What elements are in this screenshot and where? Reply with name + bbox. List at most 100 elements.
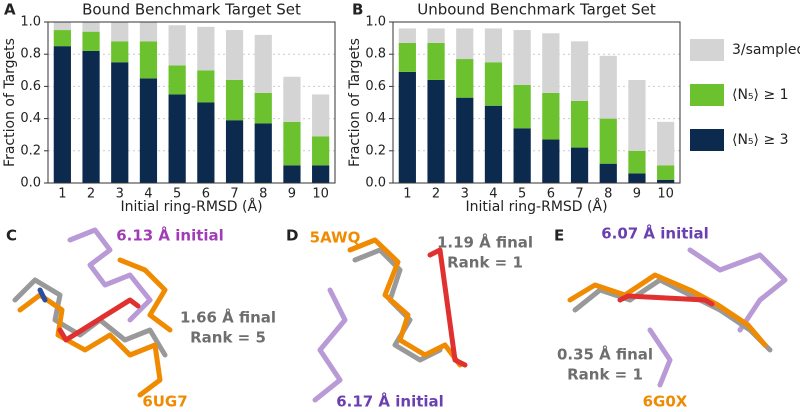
y-axis-label: Fraction of Targets <box>347 38 363 167</box>
bar-segment <box>283 165 301 183</box>
x-tick-label: 4 <box>144 187 152 202</box>
panel-label: A <box>4 1 16 19</box>
y-tick-label: 0.4 <box>20 111 41 126</box>
bar-segment <box>312 136 330 166</box>
x-tick-label: 8 <box>259 187 267 202</box>
y-tick-label: 0.8 <box>20 47 41 62</box>
y-tick-label: 1.0 <box>365 15 386 30</box>
bar-segment <box>628 150 646 174</box>
annotation: 1.19 Å final <box>437 233 533 252</box>
bar-segment <box>312 165 330 183</box>
x-tick-label: 3 <box>461 187 469 202</box>
bar-segment <box>254 92 272 124</box>
x-tick-label: 2 <box>87 187 95 202</box>
x-tick-label: 7 <box>230 187 238 202</box>
x-tick-label: 9 <box>288 187 296 202</box>
bar-segment <box>628 173 646 183</box>
bar-segment <box>570 100 589 148</box>
bar-segment <box>254 34 272 93</box>
legend-label: ⟨N₅⟩ ≥ 3 <box>732 132 789 148</box>
bar-segment <box>427 28 445 43</box>
bar-segment <box>168 65 186 95</box>
bar-segment <box>657 121 675 166</box>
x-tick-label: 3 <box>116 187 124 202</box>
bar-segment <box>456 97 474 183</box>
bar-segment <box>53 46 71 184</box>
x-tick-label: 2 <box>432 187 440 202</box>
bar-segment <box>484 28 503 63</box>
bar-segment <box>657 179 675 183</box>
bar-segment <box>283 121 301 166</box>
bar-segment <box>82 50 100 184</box>
bar-segment <box>139 78 158 183</box>
bar-segment <box>82 31 100 51</box>
y-axis-label: Fraction of Targets <box>2 38 18 167</box>
y-tick-label: 0.6 <box>365 79 386 94</box>
bar-segment <box>225 120 244 183</box>
bar-segment <box>139 22 158 42</box>
bar-segment <box>398 28 416 43</box>
legend-label: ⟨N₅⟩ ≥ 1 <box>732 87 789 103</box>
legend-label: 3/sampled <box>732 42 800 58</box>
bar-segment <box>168 94 186 183</box>
annotation: Rank = 1 <box>447 254 523 272</box>
bar-segment <box>542 92 560 140</box>
bar-segment <box>657 165 675 180</box>
x-tick-label: 5 <box>173 187 181 202</box>
y-tick-label: 0.6 <box>20 79 41 94</box>
bar-segment <box>197 26 215 71</box>
annotation: 1.66 Å final <box>180 308 276 327</box>
bar-segment <box>542 33 560 93</box>
chart-title: Unbound Benchmark Target Set <box>417 1 656 19</box>
bar-segment <box>513 128 531 183</box>
bar-segment <box>599 55 617 119</box>
x-tick-label: 4 <box>489 187 497 202</box>
x-tick-label: 7 <box>575 187 583 202</box>
panel-label: E <box>554 227 564 245</box>
annotation: 5AWQ <box>310 229 361 247</box>
bar-segment <box>197 102 215 183</box>
legend-swatch <box>690 39 724 61</box>
bar-segment <box>484 62 503 106</box>
panel-label: C <box>6 227 17 245</box>
bar-segment <box>225 30 244 80</box>
molecule-e <box>567 247 788 388</box>
plot-frame <box>47 21 336 184</box>
bar-segment <box>456 59 474 98</box>
bar-segment <box>53 30 71 47</box>
molecule-d <box>312 237 468 403</box>
x-tick-label: 1 <box>58 187 66 202</box>
bar-segment <box>111 41 129 63</box>
bar-segment <box>398 42 416 72</box>
y-tick-label: 1.0 <box>20 15 41 30</box>
bar-segment <box>225 79 244 121</box>
chart-title: Bound Benchmark Target Set <box>82 1 301 19</box>
bar-segment <box>570 41 589 101</box>
annotation: 6UG7 <box>142 393 187 411</box>
annotation: Rank = 5 <box>190 329 266 347</box>
x-tick-label: 6 <box>547 187 555 202</box>
y-tick-label: 0.0 <box>365 176 386 191</box>
bar-segment <box>570 147 589 183</box>
bar-segment <box>111 22 129 42</box>
legend-swatch <box>690 129 724 151</box>
bar-segment <box>53 22 71 31</box>
bar-segment <box>197 70 215 103</box>
bar-segment <box>456 28 474 60</box>
bar-segment <box>542 139 560 183</box>
bar-segment <box>168 25 186 66</box>
plot-frame <box>392 21 681 184</box>
x-tick-label: 8 <box>604 187 612 202</box>
molecule-c <box>12 227 173 398</box>
x-tick-label: 6 <box>202 187 210 202</box>
bar-segment <box>254 123 272 183</box>
y-tick-label: 0.2 <box>20 143 41 158</box>
bar-segment <box>111 62 129 183</box>
bar-segment <box>484 105 503 183</box>
x-tick-label: 10 <box>657 187 674 202</box>
bar-segment <box>599 163 617 183</box>
y-tick-label: 0.8 <box>365 47 386 62</box>
annotation: Rank = 1 <box>567 366 643 384</box>
bar-segment <box>427 42 445 80</box>
